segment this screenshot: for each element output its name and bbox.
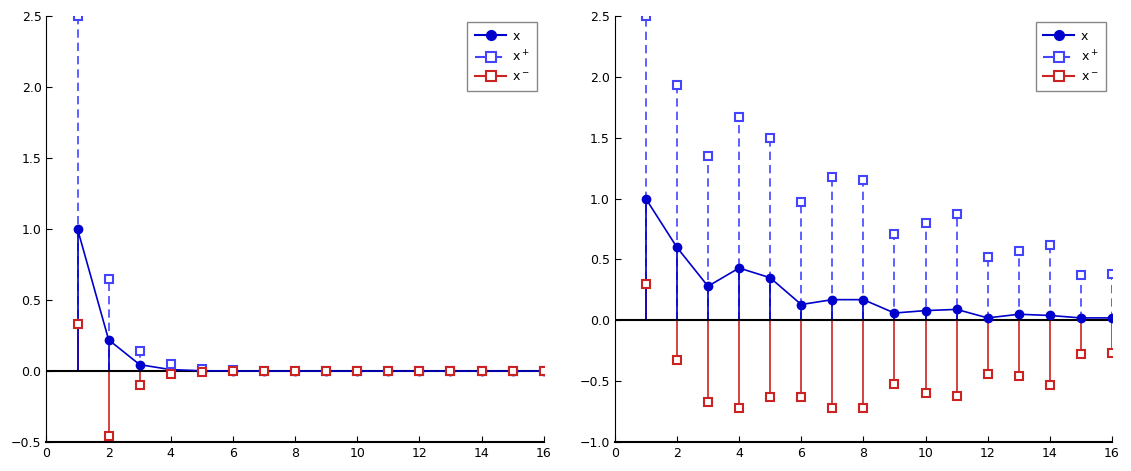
Legend: x, x$^+$, x$^-$: x, x$^+$, x$^-$ [467,22,537,91]
Legend: x, x$^+$, x$^-$: x, x$^+$, x$^-$ [1036,22,1106,91]
